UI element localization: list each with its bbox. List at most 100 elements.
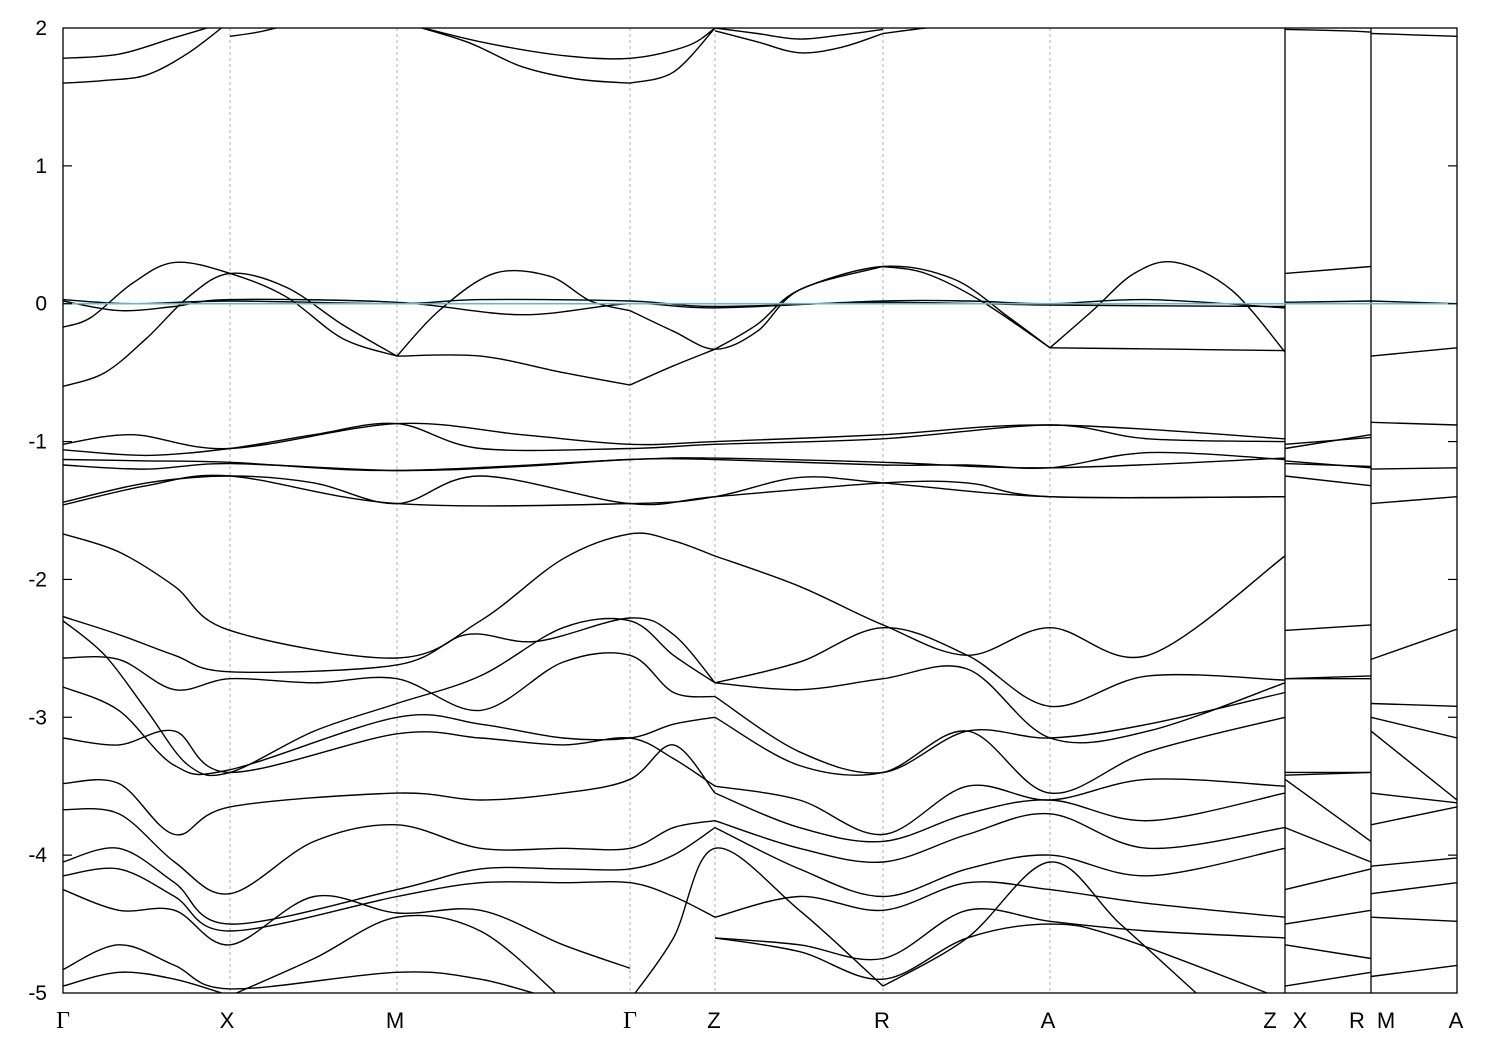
- band-line: [63, 532, 716, 659]
- band-line: [63, 272, 398, 388]
- y-tick-label: 0: [35, 293, 47, 316]
- kpoint-label: Γ: [56, 1008, 70, 1034]
- band-line: [63, 28, 223, 84]
- band-line: [714, 265, 1051, 350]
- band-line: [1284, 462, 1372, 468]
- y-tick-label: -3: [28, 706, 47, 729]
- band-line: [1284, 771, 1372, 776]
- kpoint-label: Γ: [623, 1008, 637, 1034]
- band-line: [1370, 467, 1457, 470]
- kpoint-label: X: [1293, 1008, 1308, 1033]
- band-line: [714, 30, 884, 54]
- band-line: [63, 827, 716, 925]
- y-tick-label: -5: [28, 982, 47, 1005]
- kpoint-label: M: [386, 1008, 404, 1033]
- band-line: [1370, 882, 1457, 895]
- y-tick-label: -1: [28, 431, 47, 454]
- band-line: [714, 826, 1286, 898]
- y-tick-label: -2: [28, 568, 47, 591]
- band-line: [714, 792, 1286, 843]
- band-line: [1284, 265, 1372, 275]
- band-line: [1370, 806, 1457, 826]
- kpoint-label: A: [1041, 1008, 1056, 1033]
- band-line: [1284, 909, 1372, 925]
- band-line: [714, 665, 1286, 744]
- kpoint-label: A: [1449, 1008, 1464, 1033]
- band-line: [714, 28, 884, 40]
- band-line: [714, 812, 1286, 864]
- band-line: [63, 422, 1286, 450]
- band-line: [234, 914, 557, 993]
- band-line: [63, 475, 1286, 506]
- band-line: [1371, 32, 1457, 37]
- band-line: [1370, 792, 1457, 804]
- band-line: [63, 615, 716, 684]
- band-line: [1284, 28, 1372, 33]
- band-line: [882, 861, 1198, 993]
- band-line: [63, 617, 716, 777]
- band-line: [1284, 475, 1372, 487]
- band-line: [1370, 496, 1457, 505]
- band-line: [63, 944, 536, 993]
- kpoint-label: Z: [707, 1008, 720, 1033]
- band-line: [63, 298, 1286, 308]
- band-line: [714, 778, 1286, 836]
- band-line: [1284, 868, 1372, 891]
- band-line: [1370, 628, 1457, 661]
- band-line: [1284, 436, 1372, 445]
- kpoint-gridlines: [229, 28, 1372, 993]
- band-line: [629, 28, 716, 84]
- band-line: [714, 626, 1286, 708]
- band-line: [63, 867, 716, 932]
- band-line: [629, 348, 716, 386]
- band-line: [882, 265, 1051, 349]
- kpoint-label: R: [874, 1008, 890, 1033]
- band-line: [420, 28, 716, 60]
- band-line: [63, 729, 716, 787]
- band-line: [63, 451, 1286, 472]
- band-line: [1049, 347, 1286, 352]
- band-line: [1284, 826, 1372, 863]
- band-line: [1370, 421, 1457, 426]
- band-line: [1370, 916, 1457, 922]
- band-line: [63, 422, 1286, 457]
- band-line: [1284, 300, 1372, 303]
- band-line: [882, 28, 932, 35]
- y-axis-ticks: -5 -4 -3 -2 -1 0 1 2: [28, 17, 1457, 1005]
- band-line: [63, 261, 398, 357]
- band-line: [1370, 716, 1457, 739]
- y-tick-label: -4: [28, 844, 47, 867]
- band-line: [63, 744, 716, 836]
- band-line: [229, 28, 279, 37]
- band-line: [1370, 964, 1457, 978]
- band-line: [1284, 624, 1372, 632]
- band-line: [634, 847, 884, 993]
- band-line: [1284, 971, 1372, 987]
- band-line: [1284, 944, 1372, 960]
- band-line: [714, 716, 1286, 794]
- band-line: [63, 686, 716, 776]
- band-line: [1284, 434, 1372, 450]
- band-line: [63, 808, 716, 895]
- band-line: [714, 555, 1286, 659]
- band-line: [63, 652, 716, 712]
- y-tick-label: 1: [35, 155, 47, 178]
- band-line: [418, 28, 631, 84]
- band-line: [63, 888, 631, 969]
- kpoint-label: M: [1377, 1008, 1395, 1033]
- band-line: [1370, 857, 1457, 867]
- band-line: [1370, 702, 1457, 707]
- kpoint-label: X: [220, 1008, 235, 1033]
- band-line: [1284, 778, 1372, 842]
- band-line: [714, 908, 1286, 961]
- band-line: [714, 881, 1286, 918]
- band-lines: [63, 28, 1457, 993]
- band-line: [1370, 730, 1457, 801]
- band-line: [396, 354, 631, 386]
- band-line: [396, 269, 631, 357]
- kpoint-label: Z: [1263, 1008, 1276, 1033]
- band-line: [1370, 347, 1457, 357]
